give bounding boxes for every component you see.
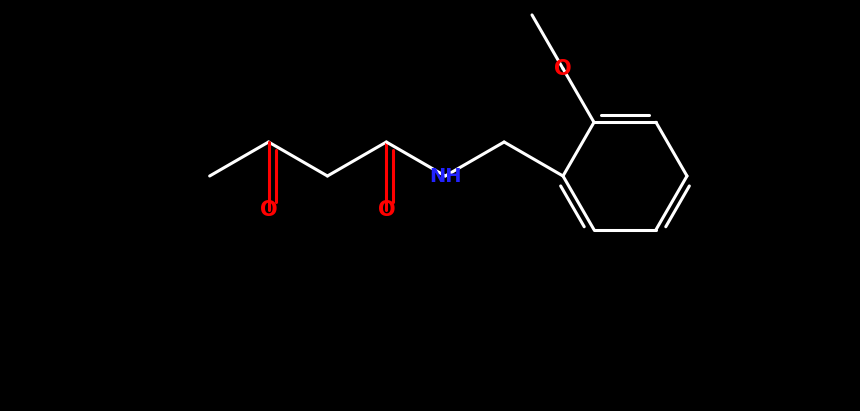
- Text: O: O: [378, 200, 395, 220]
- Text: O: O: [260, 200, 278, 220]
- Text: NH: NH: [429, 166, 462, 185]
- Text: O: O: [554, 59, 572, 79]
